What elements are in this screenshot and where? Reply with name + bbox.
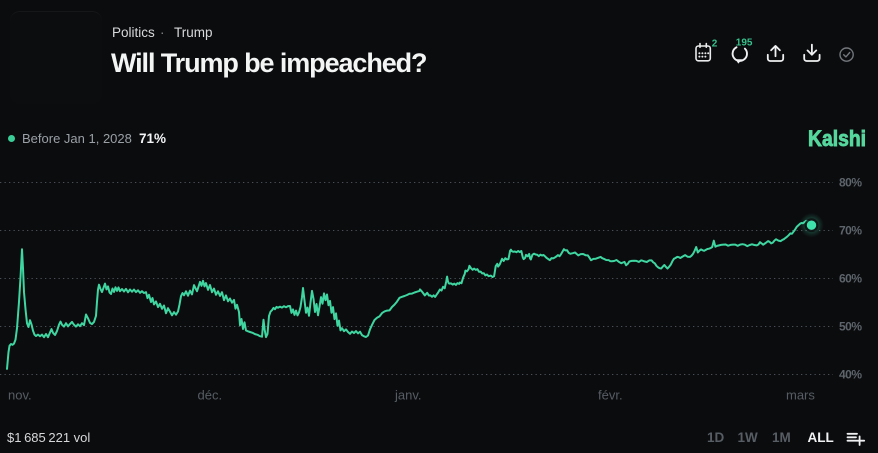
svg-text:mars: mars xyxy=(786,388,815,403)
svg-text:Kalshi: Kalshi xyxy=(808,127,866,149)
svg-text:70%: 70% xyxy=(839,224,862,238)
svg-text:janv.: janv. xyxy=(394,388,422,403)
svg-text:déc.: déc. xyxy=(198,388,223,403)
svg-text:50%: 50% xyxy=(839,320,862,334)
svg-text:févr.: févr. xyxy=(598,388,623,403)
svg-text:2: 2 xyxy=(712,38,718,49)
svg-text:195: 195 xyxy=(736,37,753,48)
svg-text:60%: 60% xyxy=(839,272,862,286)
svg-text:80%: 80% xyxy=(839,176,862,190)
svg-text:40%: 40% xyxy=(839,368,862,382)
svg-text:nov.: nov. xyxy=(8,388,32,403)
